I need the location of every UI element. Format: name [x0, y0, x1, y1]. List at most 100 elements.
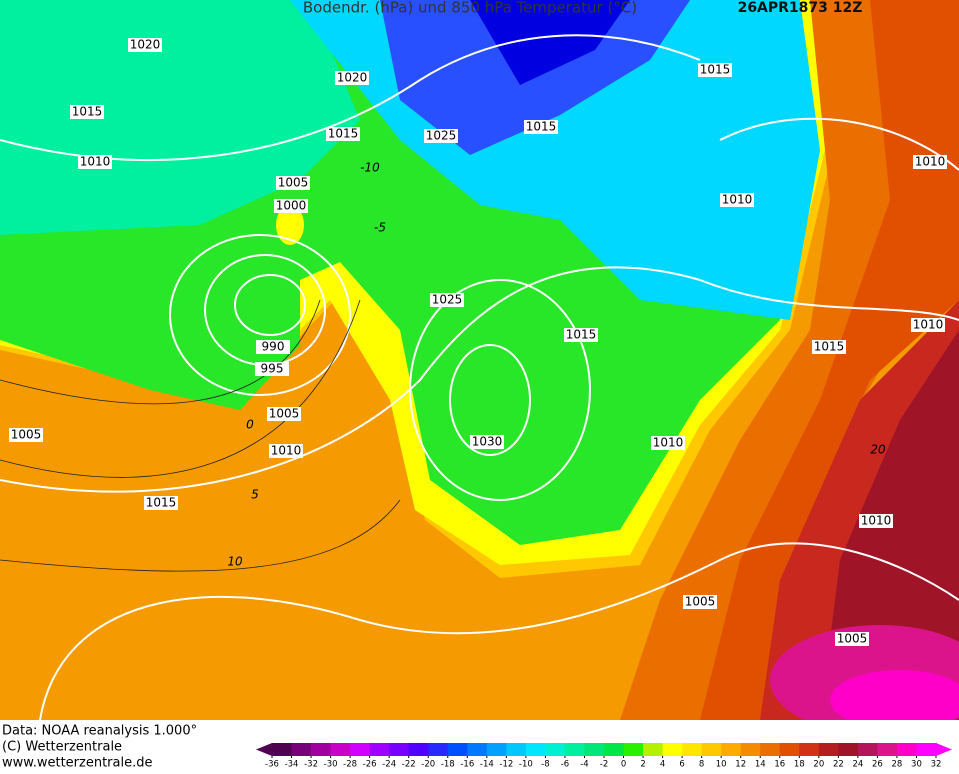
legend-tick-label: 4	[660, 760, 665, 770]
isobar-label: 1015	[146, 496, 177, 510]
legend-swatch	[330, 743, 351, 756]
isobar-label: 1005	[685, 595, 716, 609]
legend-tick-label: -6	[561, 760, 569, 770]
legend-swatch	[291, 743, 312, 756]
isobar-label: 1005	[11, 428, 42, 442]
isobar-label: 1010	[722, 193, 753, 207]
temp-contours	[0, 299, 401, 572]
legend-tick-label: 32	[931, 760, 942, 770]
legend-tick-label: -16	[460, 760, 474, 770]
legend-swatch	[428, 743, 449, 756]
legend-tick-label: -14	[480, 760, 494, 770]
legend-tick-label: 28	[892, 760, 903, 770]
map-date: 26APR1873 12Z	[738, 0, 863, 16]
isobar-label-box	[430, 293, 464, 307]
legend-swatch	[545, 743, 566, 756]
isobar-label: 1015	[328, 127, 359, 141]
isobar-label-box	[335, 71, 369, 85]
legend-tick-label: 30	[911, 760, 922, 770]
isobar-label: 1015	[566, 328, 597, 342]
isobar-label-box	[255, 362, 289, 376]
temperature-label: 10	[227, 555, 243, 569]
legend-tick-label: 10	[716, 760, 727, 770]
legend-tick-label: -32	[304, 760, 318, 770]
legend-swatch	[818, 743, 839, 756]
isobar-label: 1020	[130, 38, 161, 52]
isobar-label: 1010	[80, 155, 111, 169]
isobar-label: 1005	[269, 407, 300, 421]
legend-swatch	[916, 743, 937, 756]
isobar-label-box	[267, 407, 301, 421]
legend-swatch	[350, 743, 371, 756]
isobar-label-box	[911, 318, 945, 332]
isobar-label: 1015	[72, 105, 103, 119]
legend-tick-label: 18	[794, 760, 805, 770]
isobars	[0, 34, 959, 721]
legend-arrow-low	[256, 743, 272, 756]
isobar-label-box	[698, 63, 732, 77]
legend-swatch	[447, 743, 468, 756]
legend-tick-label: 6	[679, 760, 684, 770]
legend-tick-label: 12	[735, 760, 746, 770]
legend-tick-label: 8	[699, 760, 704, 770]
legend-tick-label: 26	[872, 760, 883, 770]
isobar-label-box	[256, 340, 290, 354]
isobar-label: 1020	[337, 71, 368, 85]
legend-swatch	[643, 743, 664, 756]
legend-tick-label: 22	[833, 760, 844, 770]
legend-tick-label: -8	[541, 760, 549, 770]
legend-swatch	[779, 743, 800, 756]
legend-swatch	[525, 743, 546, 756]
isobar-label-box	[276, 176, 310, 190]
isobar-label-box	[70, 105, 104, 119]
legend-swatch	[721, 743, 742, 756]
legend-swatch	[604, 743, 625, 756]
temperature-label: 5	[251, 488, 259, 502]
isobar-label-box	[720, 193, 754, 207]
isobar-label-box	[812, 340, 846, 354]
legend-swatch	[799, 743, 820, 756]
legend-tick-label: -4	[580, 760, 588, 770]
isobar-label: 995	[261, 362, 284, 376]
isobar-label-box	[326, 127, 360, 141]
isobar-label-box	[269, 444, 303, 458]
isobar-label: 1010	[861, 514, 892, 528]
isobar-label: 1015	[700, 63, 731, 77]
legend-tick-label: 14	[755, 760, 766, 770]
isobar-label-box	[9, 428, 43, 442]
legend-swatch	[682, 743, 703, 756]
legend-swatch	[662, 743, 683, 756]
isobar-label: 1005	[278, 176, 309, 190]
legend-tick-label: 20	[813, 760, 824, 770]
legend-tick-label: -24	[382, 760, 396, 770]
legend-tick-label: -28	[343, 760, 357, 770]
isobar-label-box	[144, 496, 178, 510]
legend-swatch	[857, 743, 878, 756]
temperature-label: -10	[360, 161, 380, 175]
legend-swatch	[311, 743, 332, 756]
isobar-label-box	[564, 328, 598, 342]
legend-swatch	[740, 743, 761, 756]
isobar-label: 1030	[472, 435, 503, 449]
legend-swatch	[838, 743, 859, 756]
legend-arrow-high	[936, 743, 952, 756]
isobar-label: 990	[262, 340, 285, 354]
legend-tick-label: -26	[363, 760, 377, 770]
legend-swatch	[506, 743, 527, 756]
isobar-label-box	[835, 632, 869, 646]
isobar-label-box	[859, 514, 893, 528]
isobar-label: 1005	[837, 632, 868, 646]
legend-tick-label: 2	[640, 760, 645, 770]
legend-tick-label: 24	[852, 760, 863, 770]
isobar-label-box	[424, 129, 458, 143]
isobar-label: 1015	[814, 340, 845, 354]
isobar-label: 1010	[653, 436, 684, 450]
isobar-label-box	[470, 435, 504, 449]
legend-tick-label: -10	[519, 760, 533, 770]
temperature-label: 20	[870, 443, 886, 457]
isobar-label-box	[128, 38, 162, 52]
isobar-label: 1025	[432, 293, 463, 307]
isobar-label: 1015	[526, 120, 557, 134]
isobar-label: 1010	[913, 318, 944, 332]
